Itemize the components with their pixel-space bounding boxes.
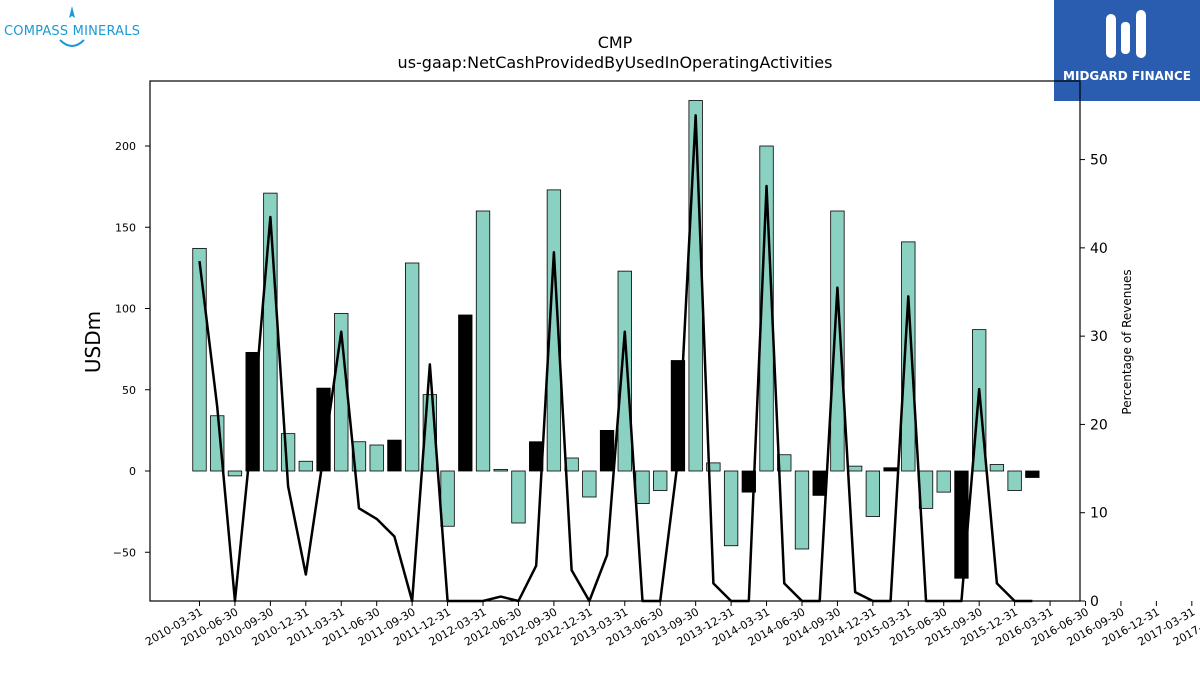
- bar: [989, 464, 1005, 472]
- y-tick-label: 100: [115, 303, 136, 316]
- compass-minerals-logo: COMPASS MINERALS: [4, 4, 154, 54]
- midgard-logo-text: MIDGARD FINANCE: [1063, 69, 1191, 83]
- bar: [546, 189, 562, 472]
- bar: [706, 462, 721, 472]
- bar: [227, 470, 243, 477]
- bar: [954, 470, 969, 579]
- plot-frame: [149, 80, 1081, 602]
- bar: [688, 100, 703, 472]
- midgard-logo-icon: [1106, 10, 1146, 58]
- bar: [1007, 470, 1022, 491]
- bar: [777, 454, 792, 472]
- y-tick-label: 200: [115, 140, 136, 153]
- bar: [759, 145, 774, 472]
- y2-tick-label: 20: [1090, 417, 1108, 433]
- y2-tick-label: 10: [1090, 506, 1108, 522]
- chart-title: CMP: [598, 33, 633, 52]
- bar: [847, 465, 863, 472]
- bar: [298, 460, 313, 472]
- bar: [387, 439, 402, 472]
- bar: [493, 468, 508, 472]
- bar: [794, 470, 810, 550]
- bar: [458, 314, 473, 472]
- bar: [369, 444, 384, 472]
- y-tick-label: 50: [122, 384, 136, 397]
- bars-group: [192, 100, 1040, 579]
- bar: [404, 262, 420, 472]
- bar: [901, 241, 916, 472]
- y2-tick-label: 50: [1090, 153, 1108, 169]
- compass-logo-text: COMPASS MINERALS: [4, 24, 141, 39]
- y2-axis-label: Percentage of Revenues: [1120, 269, 1134, 414]
- bar: [830, 210, 845, 472]
- y2-tick-label: 40: [1090, 241, 1108, 257]
- bar: [653, 470, 668, 491]
- y-tick-label: 0: [129, 465, 136, 478]
- compass-logo-icon: [59, 6, 85, 47]
- bar: [582, 470, 597, 498]
- bar: [316, 387, 331, 472]
- y-axis-label: USDm: [81, 311, 105, 373]
- bar: [635, 470, 650, 504]
- y-tick-label: 150: [115, 221, 136, 234]
- bar: [617, 270, 632, 472]
- bar: [192, 247, 207, 472]
- bar: [511, 470, 526, 524]
- bar: [741, 470, 756, 493]
- midgard-finance-logo: MIDGARD FINANCE: [1054, 0, 1200, 101]
- y2-tick-label: 30: [1090, 329, 1108, 345]
- bar: [440, 470, 455, 527]
- bar: [883, 467, 898, 472]
- bar: [812, 470, 827, 496]
- bar: [936, 470, 951, 493]
- bar: [280, 433, 296, 472]
- bar: [475, 210, 491, 472]
- y-tick-label: −50: [113, 546, 136, 559]
- line-group: [198, 114, 1033, 603]
- bar: [1025, 470, 1040, 478]
- chart-subtitle: us-gaap:NetCashProvidedByUsedInOperating…: [398, 53, 833, 72]
- bar: [723, 470, 739, 547]
- bar: [599, 429, 615, 472]
- bar: [865, 470, 881, 517]
- percentage-line: [198, 114, 1033, 603]
- y2-tick-label: 0: [1090, 594, 1099, 610]
